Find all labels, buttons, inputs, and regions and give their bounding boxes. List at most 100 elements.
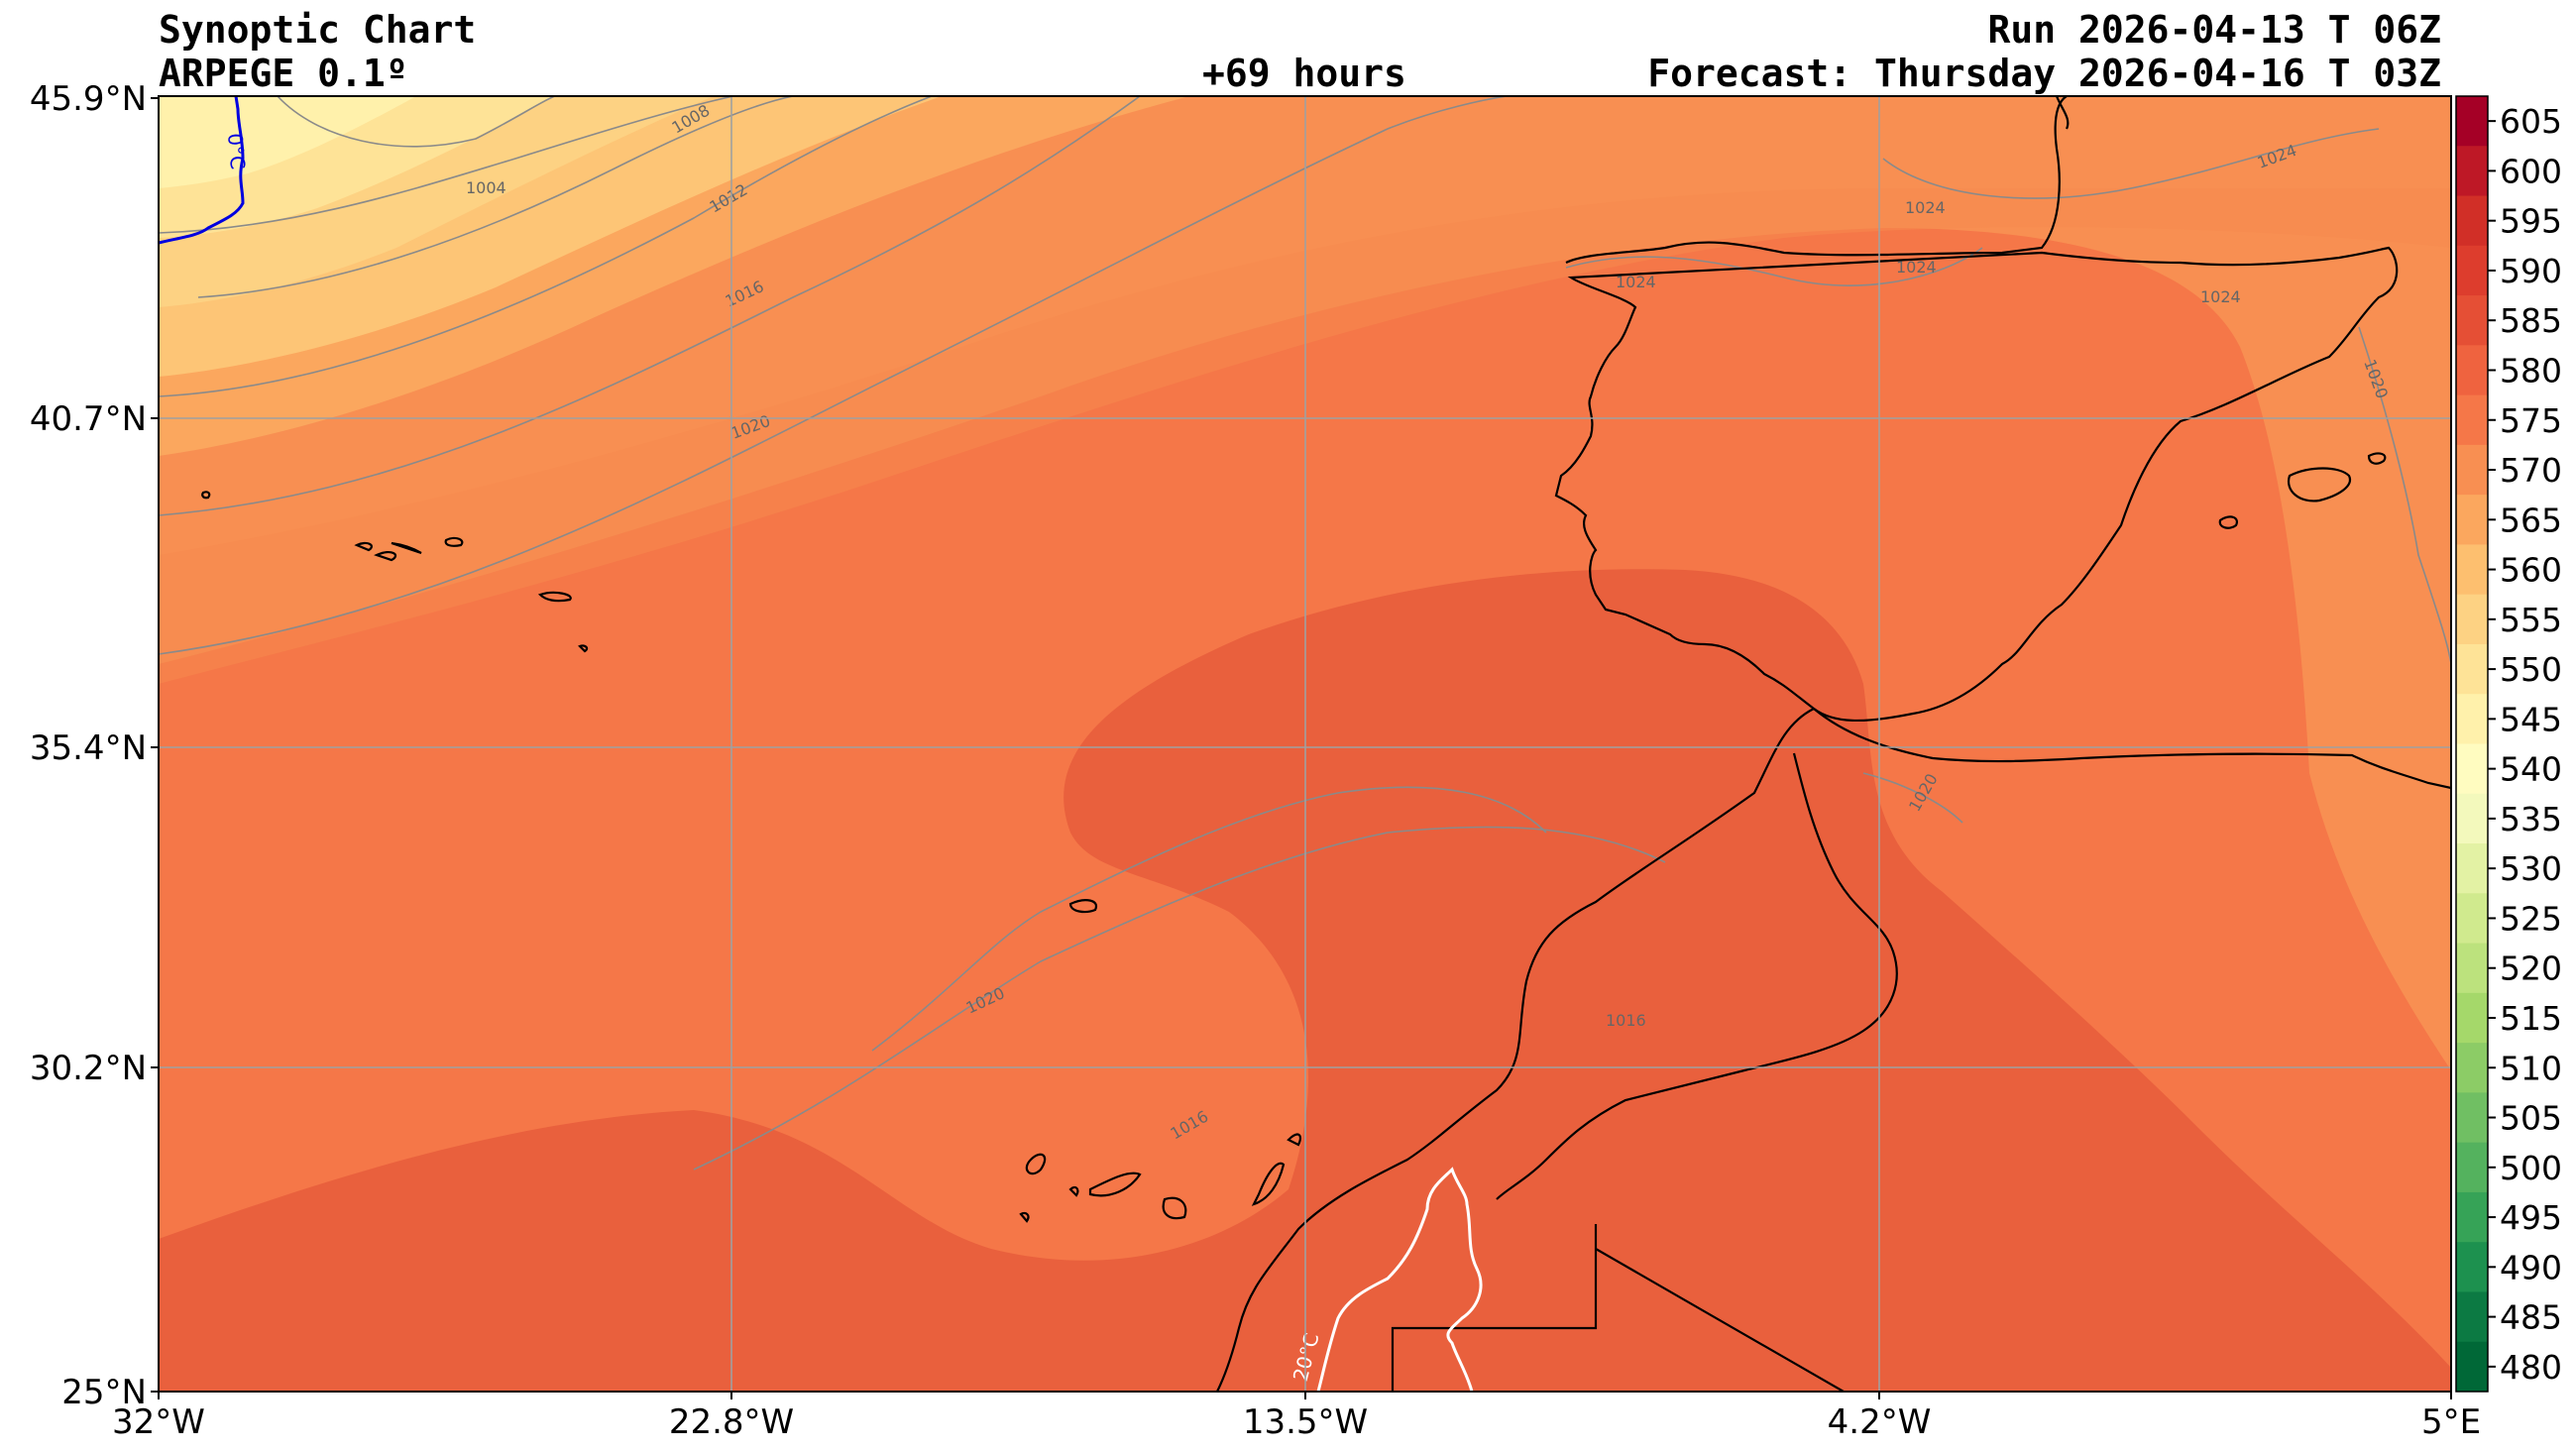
isobar-1004 [159, 96, 734, 234]
forecast-label: Forecast: Thursday 2026-04-16 T 03Z [1647, 52, 2441, 95]
isobar-1020-east [2358, 326, 2451, 665]
colorbar-label: 530 [2500, 849, 2562, 888]
isobar-1008 [197, 96, 794, 298]
isobar-1016-south [693, 826, 1666, 1171]
colorbar-label: 560 [2500, 551, 2562, 590]
lon-label: 4.2°W [1828, 1402, 1932, 1442]
colorbar-label: 535 [2500, 800, 2562, 838]
graticule [159, 96, 2451, 1392]
colorbar-swatch [2456, 495, 2488, 545]
colorbar-label: 595 [2500, 202, 2562, 241]
madeira [1068, 899, 1098, 914]
colorbar-swatch [2456, 96, 2488, 147]
colorbar-swatch [2456, 1092, 2488, 1144]
lat-axis: 45.9°N 40.7°N 35.4°N 30.2°N 25°N [30, 79, 159, 1412]
isobar-lines [159, 96, 2451, 1171]
north-africa-coast [1813, 708, 2451, 790]
colorbar-label: 555 [2500, 601, 2562, 639]
colorbar-label: 540 [2500, 750, 2562, 789]
colorbar-label: 545 [2500, 700, 2562, 738]
morocco-atlantic-coast [1216, 708, 1815, 1392]
lon-label: 13.5°W [1243, 1402, 1368, 1442]
colorbar-label: 485 [2500, 1298, 2562, 1337]
run-label: Run 2026-04-13 T 06Z [1987, 8, 2441, 52]
field-band-540 [159, 96, 416, 188]
colorbar-swatch [2456, 1191, 2488, 1243]
colorbar-swatch [2456, 345, 2488, 396]
colorbar-label: 515 [2500, 999, 2562, 1038]
isobar-label: 1004 [466, 178, 506, 197]
isobar-label: 1024 [1905, 198, 1946, 217]
colorbar-swatch [2456, 893, 2488, 945]
colorbar-swatch [2456, 743, 2488, 795]
canary-islands [1019, 1133, 1302, 1223]
isotherm-label-0c: 0°C [223, 132, 250, 170]
colorbar-swatch [2456, 394, 2488, 446]
isobar-1024-west [1565, 247, 1983, 286]
isobar-label: 1024 [1616, 273, 1656, 291]
balearic-mallorca [2287, 467, 2352, 503]
colorbar-swatch [2456, 245, 2488, 296]
iberia-coast [1554, 96, 2399, 723]
colorbar-label: 480 [2500, 1348, 2562, 1387]
isobar-1012 [159, 96, 933, 397]
lon-axis: 32°W 22.8°W 13.5°W 4.2°W 5°E [112, 1392, 2481, 1442]
colorbar-label: 525 [2500, 899, 2562, 938]
colorbar-label: 575 [2500, 401, 2562, 440]
colorbar-swatch [2456, 992, 2488, 1044]
morocco-algeria-border [1496, 752, 1898, 1200]
colorbar-swatch [2456, 793, 2488, 844]
colorbar-label: 580 [2500, 351, 2562, 390]
lat-label: 45.9°N [30, 79, 147, 119]
lon-label: 5°E [2421, 1402, 2481, 1442]
isobar-1020-north [159, 96, 1508, 655]
model-label: ARPEGE 0.1º [159, 52, 408, 95]
colorbar-label: 585 [2500, 301, 2562, 340]
colorbar-swatch [2456, 943, 2488, 994]
colorbar: 605 600 595 590 585 580 575 570 565 560 555 550 545 5… [2455, 95, 2562, 1393]
colorbar-label: 520 [2500, 949, 2562, 988]
coastlines [201, 96, 2451, 1392]
western-sahara-border [1391, 1224, 1845, 1392]
colorbar-label: 590 [2500, 252, 2562, 290]
colorbar-swatch [2456, 694, 2488, 744]
colorbar-swatch [2456, 544, 2488, 596]
colorbar-label: 510 [2500, 1049, 2562, 1087]
colorbar-label: 565 [2500, 501, 2562, 539]
colorbar-swatch [2456, 1242, 2488, 1292]
colorbar-label: 500 [2500, 1149, 2562, 1187]
balearic-menorca [2367, 452, 2387, 465]
uk-coast [2055, 96, 2070, 130]
geopotential-fill: 1004 1008 1012 1016 1020 1020 1016 1024 … [159, 96, 2451, 1392]
colorbar-swatch [2456, 643, 2488, 695]
lat-label: 30.2°N [30, 1049, 147, 1088]
isobar-label: 1024 [1896, 258, 1937, 277]
isobar-1024-north [1882, 128, 2380, 199]
azores [201, 491, 589, 653]
balearic-ibiza [2218, 515, 2238, 529]
isobar-1020-south [871, 786, 1547, 1052]
colorbar-label: 550 [2500, 650, 2562, 689]
chart-title: Synoptic Chart [159, 8, 477, 52]
colorbar-label: 605 [2500, 102, 2562, 141]
colorbar-label: 495 [2500, 1198, 2562, 1237]
colorbar-label: 505 [2500, 1099, 2562, 1138]
colorbar-swatch [2456, 295, 2488, 346]
lat-label: 25°N [61, 1373, 147, 1412]
colorbar-swatch [2456, 1043, 2488, 1093]
lon-label: 32°W [112, 1402, 205, 1442]
lead-time-label: +69 hours [1202, 52, 1406, 95]
colorbar-label: 600 [2500, 152, 2562, 190]
isobar-1016 [159, 96, 1141, 516]
colorbar-swatch [2456, 843, 2488, 894]
colorbar-label: 490 [2500, 1248, 2562, 1286]
isobar-label: 1016 [1606, 1011, 1646, 1030]
colorbar-swatch [2456, 1142, 2488, 1193]
colorbar-swatch [2456, 195, 2488, 247]
isotherm-0c [159, 96, 245, 245]
colorbar-label: 570 [2500, 451, 2562, 490]
isobar-label: 1024 [2200, 287, 2241, 306]
colorbar-swatch [2456, 1291, 2488, 1343]
lat-label: 35.4°N [30, 728, 147, 768]
